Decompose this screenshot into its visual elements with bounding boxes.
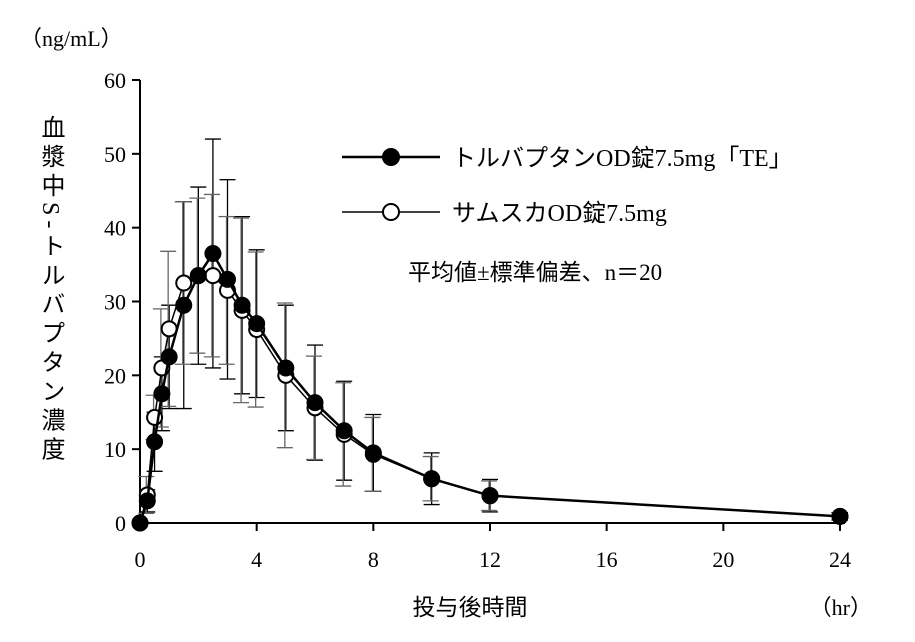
- x-unit-label: （hr）: [810, 595, 872, 620]
- data-point-open: [175, 274, 193, 292]
- legend-marker: [382, 148, 400, 166]
- legend-marker: [382, 203, 400, 221]
- annotation: 平均値±標準偏差、n＝20: [408, 260, 662, 285]
- data-point-filled: [204, 245, 222, 263]
- legend-label: トルバプタンOD錠7.5mg「TE」: [452, 145, 793, 172]
- x-tick-label: 8: [368, 547, 379, 572]
- data-point-filled: [306, 394, 324, 412]
- data-point-filled: [481, 487, 499, 505]
- x-tick-label: 4: [251, 547, 262, 572]
- data-point-filled: [277, 359, 295, 377]
- data-point-filled: [423, 470, 441, 488]
- data-point-open: [204, 267, 222, 285]
- y-tick-label: 50: [104, 142, 126, 167]
- data-point-filled: [831, 507, 849, 525]
- data-point-filled: [189, 267, 207, 285]
- y-axis-label: 血漿中S-トルバプタン濃度: [37, 115, 65, 465]
- y-tick-label: 10: [104, 437, 126, 462]
- data-point-filled: [153, 385, 171, 403]
- data-point-filled: [335, 422, 353, 440]
- data-point-filled: [160, 348, 178, 366]
- data-point-filled: [131, 514, 149, 532]
- y-unit-label: （ng/mL）: [20, 26, 123, 51]
- y-tick-label: 60: [104, 68, 126, 93]
- x-tick-label: 24: [829, 547, 851, 572]
- data-point-filled: [175, 296, 193, 314]
- y-tick-label: 0: [115, 511, 126, 536]
- x-tick-label: 0: [135, 547, 146, 572]
- data-point-filled: [146, 433, 164, 451]
- data-point-filled: [233, 296, 251, 314]
- y-tick-label: 40: [104, 216, 126, 241]
- data-point-filled: [138, 492, 156, 510]
- legend-label: サムスカOD錠7.5mg: [452, 200, 667, 227]
- data-point-filled: [248, 315, 266, 333]
- x-tick-label: 16: [596, 547, 618, 572]
- y-tick-label: 20: [104, 363, 126, 388]
- data-point-filled: [219, 270, 236, 288]
- x-tick-label: 12: [479, 547, 501, 572]
- x-tick-label: 20: [712, 547, 734, 572]
- y-tick-label: 30: [104, 290, 126, 315]
- data-point-filled: [364, 444, 382, 462]
- x-axis-label: 投与後時間: [413, 595, 528, 620]
